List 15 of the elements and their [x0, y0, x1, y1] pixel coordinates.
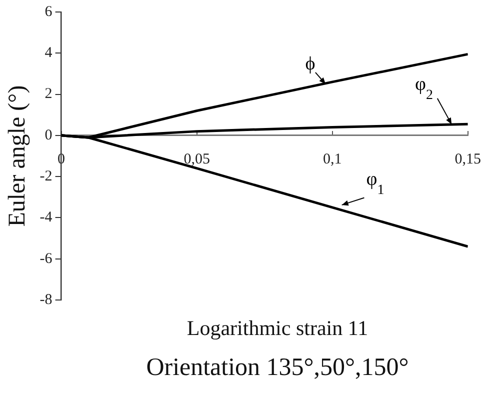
y-axis-title: Euler angle (°)	[4, 85, 31, 227]
y-tick-label: 0	[44, 127, 52, 144]
x-tick-label: 0,15	[454, 151, 481, 168]
y-tick-label: -8	[40, 292, 52, 308]
text: Orientation 135°,50°,150°	[145, 354, 410, 382]
y-tick-label: -2	[40, 168, 52, 185]
y-tick-label: 6	[44, 4, 53, 20]
y-tick-label: -4	[40, 210, 53, 226]
x-tick-label: 0,05	[184, 151, 210, 168]
series-label: ϕ	[305, 54, 316, 75]
x-axis-title: Logarithmic strain 11	[186, 316, 370, 341]
x-tick-label: 0,1	[322, 151, 342, 168]
y-tick-label: 4	[44, 45, 53, 62]
y-tick-label: -6	[40, 250, 53, 267]
y-tick-label: 2	[44, 86, 52, 102]
